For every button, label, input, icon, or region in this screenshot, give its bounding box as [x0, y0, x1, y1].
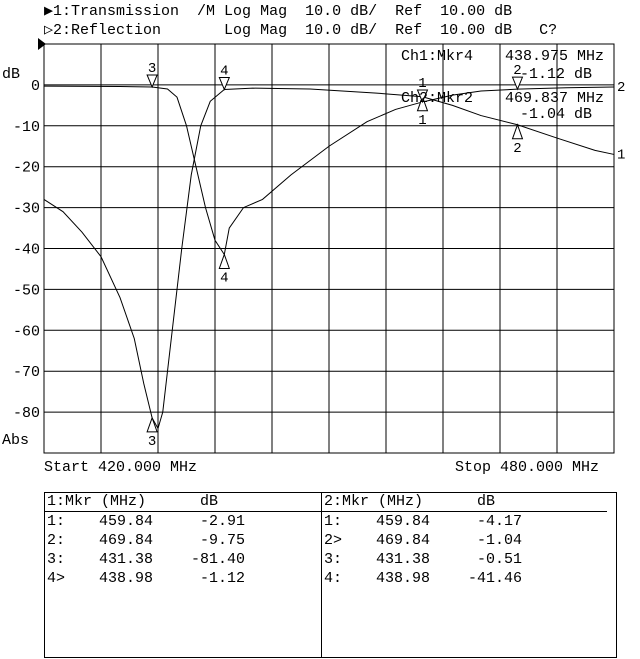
ch1-marker-label: Ch1:Mkr4: [401, 48, 474, 65]
ch2-marker-freq: 469.837 MHz: [505, 90, 605, 107]
marker-label: 4: [220, 270, 228, 286]
ch2-table-header: 2:Mkr (MHz) dB: [322, 493, 607, 512]
marker-value: -1.04: [476, 532, 522, 549]
marker-label: 4: [220, 63, 228, 79]
marker-freq: 431.38: [98, 551, 153, 568]
y-tick-label: -20: [13, 160, 40, 177]
marker-id: 1:: [47, 513, 66, 530]
marker-freq: 469.84: [375, 532, 430, 549]
start-frequency: Start 420.000 MHz: [44, 459, 198, 476]
trace-1: [43, 87, 615, 430]
marker-freq: 459.84: [375, 513, 430, 530]
table-row: 4> 438.98 -1.12: [45, 569, 330, 588]
marker-value: -1.12: [199, 570, 245, 587]
marker-1-1-icon: [416, 95, 429, 112]
table-row: 3: 431.38 -0.51: [322, 550, 607, 569]
marker-label: 3: [148, 434, 156, 450]
table-row: 4: 438.98 -41.46: [322, 569, 607, 588]
y-tick-label: -40: [13, 242, 40, 259]
marker-1-3-icon: [146, 416, 158, 433]
marker-value: -81.40: [190, 551, 245, 568]
marker-2-2-icon: [511, 76, 524, 91]
y-tick-label: -70: [13, 364, 40, 381]
channel1-header: ▶1:Transmission /M Log Mag 10.0 dB/ Ref …: [44, 3, 513, 20]
trace-end-label: 2: [617, 80, 625, 96]
table-row: 2: 469.84 -9.75: [45, 531, 330, 550]
marker-freq: 438.98: [98, 570, 153, 587]
marker-freq: 469.84: [98, 532, 153, 549]
marker-id: 2:: [47, 532, 66, 549]
marker-2-3-icon: [146, 74, 158, 89]
marker-label: 1: [418, 76, 426, 92]
ch2-marker-value: -1.04 dB: [520, 106, 593, 123]
marker-2-4-icon: [218, 252, 231, 269]
y-tick-label: -30: [13, 201, 40, 218]
table-row: 2> 469.84 -1.04: [322, 531, 607, 550]
marker-id: 3:: [324, 551, 343, 568]
trace-2: [43, 85, 615, 256]
marker-label: 2: [513, 63, 521, 79]
marker-id: 4>: [47, 570, 66, 587]
reference-pointer-icon: [38, 38, 46, 50]
trace-end-label: 1: [617, 147, 625, 163]
ch1-table-header: 1:Mkr (MHz) dB: [45, 493, 330, 512]
marker-1-2-icon: [511, 123, 524, 140]
y-tick-label: -60: [13, 323, 40, 340]
marker-value: -9.75: [199, 532, 245, 549]
marker-freq: 459.84: [98, 513, 153, 530]
marker-id: 1:: [324, 513, 343, 530]
marker-2-1-icon: [416, 89, 429, 104]
marker-value: -41.46: [467, 570, 522, 587]
marker-table: 1:Mkr (MHz) dB 1: 459.84 -2.91 2: 469.84 -9.…: [44, 492, 617, 658]
y-tick-label: 0: [31, 78, 40, 95]
table-row: 1: 459.84 -4.17: [322, 512, 607, 531]
marker-label: 1: [418, 113, 426, 129]
stop-frequency: Stop 480.000 MHz: [455, 459, 600, 476]
marker-1-4-icon: [218, 76, 231, 91]
ch1-marker-freq: 438.975 MHz: [505, 48, 605, 65]
format-label: Abs: [2, 432, 30, 449]
marker-value: -4.17: [476, 513, 522, 530]
marker-id: 3:: [47, 551, 66, 568]
marker-label: 3: [148, 61, 156, 77]
marker-value: -0.51: [476, 551, 522, 568]
marker-label: 2: [513, 141, 521, 157]
y-unit-label: dB: [2, 66, 21, 83]
channel2-header: ▷2:Reflection Log Mag 10.0 dB/ Ref 10.00…: [44, 22, 558, 39]
ch1-marker-value: -1.12 dB: [520, 66, 593, 83]
y-tick-label: -10: [13, 119, 40, 136]
marker-value: -2.91: [199, 513, 245, 530]
ch1-marker-table: 1:Mkr (MHz) dB 1: 459.84 -2.91 2: 469.84 -9.…: [45, 493, 330, 657]
table-row: 1: 459.84 -2.91: [45, 512, 330, 531]
marker-freq: 438.98: [375, 570, 430, 587]
marker-freq: 431.38: [375, 551, 430, 568]
table-row: 3: 431.38 -81.40: [45, 550, 330, 569]
ch2-marker-table: 2:Mkr (MHz) dB 1: 459.84 -4.17 2> 469.84 -1.…: [321, 493, 607, 657]
trace-plot: 0 -10 -20 -30 -40 -50 -60 -70 -80 1 2 1 2 3 4 1 2 3 4: [13, 38, 625, 454]
y-tick-label: -80: [13, 405, 40, 422]
marker-id: 2>: [324, 532, 343, 549]
y-tick-label: -50: [13, 282, 40, 299]
ch2-marker-label: Ch2:Mkr2: [401, 90, 474, 107]
marker-id: 4:: [324, 570, 343, 587]
